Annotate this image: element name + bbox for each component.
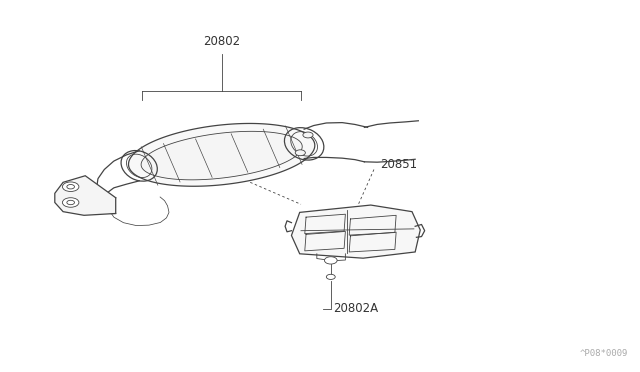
Circle shape <box>295 150 305 155</box>
Text: 20802A: 20802A <box>333 302 378 315</box>
Polygon shape <box>291 205 420 258</box>
Polygon shape <box>55 176 116 215</box>
Circle shape <box>67 185 74 189</box>
Polygon shape <box>129 124 315 186</box>
Text: 20802: 20802 <box>203 35 240 48</box>
Circle shape <box>326 274 335 279</box>
Circle shape <box>324 257 337 264</box>
Text: 20851: 20851 <box>380 157 417 170</box>
Circle shape <box>63 182 79 192</box>
Text: ^P08*0009: ^P08*0009 <box>579 349 628 358</box>
Polygon shape <box>141 131 302 180</box>
Circle shape <box>303 132 313 138</box>
Circle shape <box>63 198 79 207</box>
Circle shape <box>67 200 74 205</box>
